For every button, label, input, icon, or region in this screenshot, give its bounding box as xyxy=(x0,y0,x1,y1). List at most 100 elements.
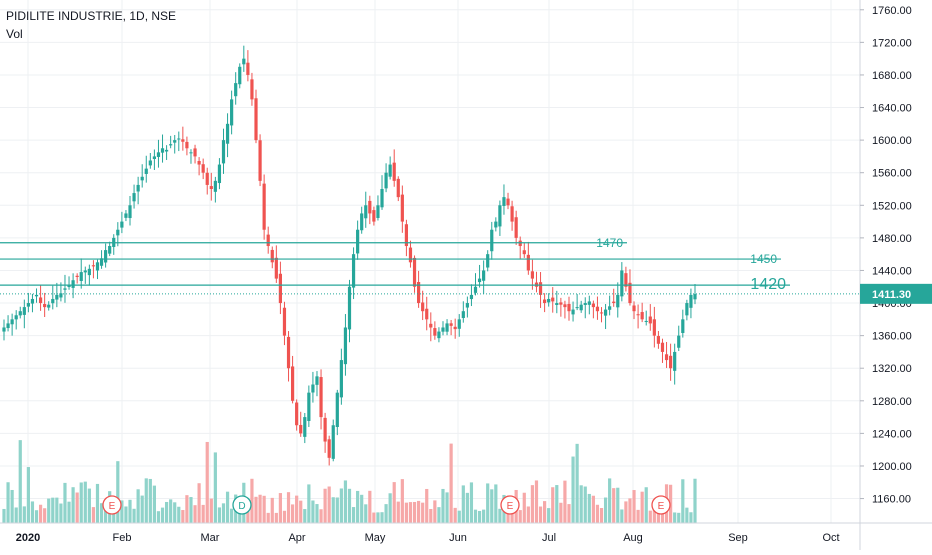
volume-bar xyxy=(538,506,543,523)
volume-bar xyxy=(384,504,388,523)
candle-body xyxy=(254,98,258,141)
candle-body xyxy=(664,354,669,361)
candle-body xyxy=(368,200,372,214)
price-tick-label: 1480.00 xyxy=(872,233,912,245)
volume-bar xyxy=(262,495,266,523)
volume-bar xyxy=(83,481,87,523)
horizontal-line-label: 1420 xyxy=(750,276,786,293)
candle-body xyxy=(6,323,10,329)
symbol-title[interactable]: PIDILITE INDUSTRIE, 1D, NSE xyxy=(6,9,177,23)
candle-body xyxy=(425,308,429,320)
candle-body xyxy=(173,140,177,143)
volume-bar xyxy=(380,512,384,523)
volume-bar xyxy=(522,492,526,523)
candle-body xyxy=(315,376,319,385)
time-axis[interactable]: 2020 Feb Mar Apr May Jun Jul Aug Sep Oct xyxy=(16,532,840,544)
horizontal-lines[interactable]: 1470 1450 1420 xyxy=(0,236,860,295)
candle-body xyxy=(319,377,323,418)
volume-bar xyxy=(315,504,319,523)
candle-body xyxy=(282,307,287,336)
price-tick-label: 1240.00 xyxy=(872,428,912,440)
event-marker-label: D xyxy=(238,501,245,512)
volume-bar xyxy=(579,485,583,523)
candle-body xyxy=(445,323,449,332)
volume-bar xyxy=(449,443,453,523)
volume-bar xyxy=(38,504,43,523)
candle-body xyxy=(55,294,59,300)
volume-bar xyxy=(437,507,441,523)
volume-bar xyxy=(51,497,55,523)
volume-bar xyxy=(429,508,433,523)
candle-body xyxy=(404,224,409,247)
candle-body xyxy=(652,319,656,336)
volume-bar xyxy=(425,488,429,523)
time-tick-label: Sep xyxy=(728,532,748,544)
price-tick-label: 1600.00 xyxy=(872,135,912,147)
candle-body xyxy=(209,186,213,189)
candle-body xyxy=(400,194,404,222)
volume-bar xyxy=(376,512,380,523)
volume-bar xyxy=(120,500,124,523)
price-tick-label: 1760.00 xyxy=(872,5,912,17)
candle-body xyxy=(441,327,445,332)
volume-bar xyxy=(173,502,177,523)
volume-bar xyxy=(461,485,465,523)
candle-body xyxy=(242,58,246,65)
candle-body xyxy=(392,162,396,181)
volume-bar xyxy=(453,507,457,523)
candle-body xyxy=(612,301,616,304)
volume-bar xyxy=(583,486,587,523)
candle-body xyxy=(128,205,132,219)
volume-bar xyxy=(156,511,161,523)
candle-body xyxy=(95,262,100,271)
candle-body xyxy=(270,249,274,263)
volume-bar xyxy=(30,501,35,523)
event-marker-circle xyxy=(500,495,520,515)
volume-bar xyxy=(412,501,417,523)
volume-bar xyxy=(14,507,18,523)
candle-body xyxy=(225,123,230,144)
volume-bar xyxy=(327,486,331,523)
candle-body xyxy=(685,303,689,316)
candle-body xyxy=(177,138,181,140)
chart-legend: PIDILITE INDUSTRIE, 1D, NSE Vol xyxy=(6,7,176,43)
candle-body xyxy=(38,297,43,304)
candle-body xyxy=(636,314,640,316)
volume-bar xyxy=(685,507,689,523)
volume-bar xyxy=(323,488,327,523)
volume-bar xyxy=(559,502,563,523)
candle-body xyxy=(388,164,392,177)
candle-body xyxy=(230,99,234,126)
candle-body xyxy=(299,424,303,434)
event-marker-label: E xyxy=(507,501,514,512)
volume-bar xyxy=(266,512,270,523)
volume-bar xyxy=(124,506,128,523)
volume-bar xyxy=(160,507,165,523)
volume-bar xyxy=(575,443,579,523)
candle-body xyxy=(587,301,591,305)
candle-body xyxy=(286,336,291,369)
volume-indicator-label[interactable]: Vol xyxy=(6,27,23,41)
volume-bar xyxy=(47,498,51,523)
candle-body xyxy=(164,149,169,152)
volume-bar xyxy=(254,496,258,523)
candle-body xyxy=(262,183,266,230)
volume-bar xyxy=(396,501,400,523)
volume-bar xyxy=(225,491,230,523)
candle-body xyxy=(628,282,632,304)
volume-bar xyxy=(258,494,262,523)
volume-bar xyxy=(608,478,612,523)
volume-bar xyxy=(421,502,425,523)
candle-body xyxy=(63,288,67,290)
candle-body xyxy=(152,156,156,159)
volume-bar xyxy=(278,493,282,523)
last-price-badge-text: 1411.30 xyxy=(872,289,911,301)
candle-body xyxy=(632,305,636,312)
volume-bar xyxy=(290,504,295,523)
candle-body xyxy=(380,188,384,208)
candle-body xyxy=(132,193,136,202)
